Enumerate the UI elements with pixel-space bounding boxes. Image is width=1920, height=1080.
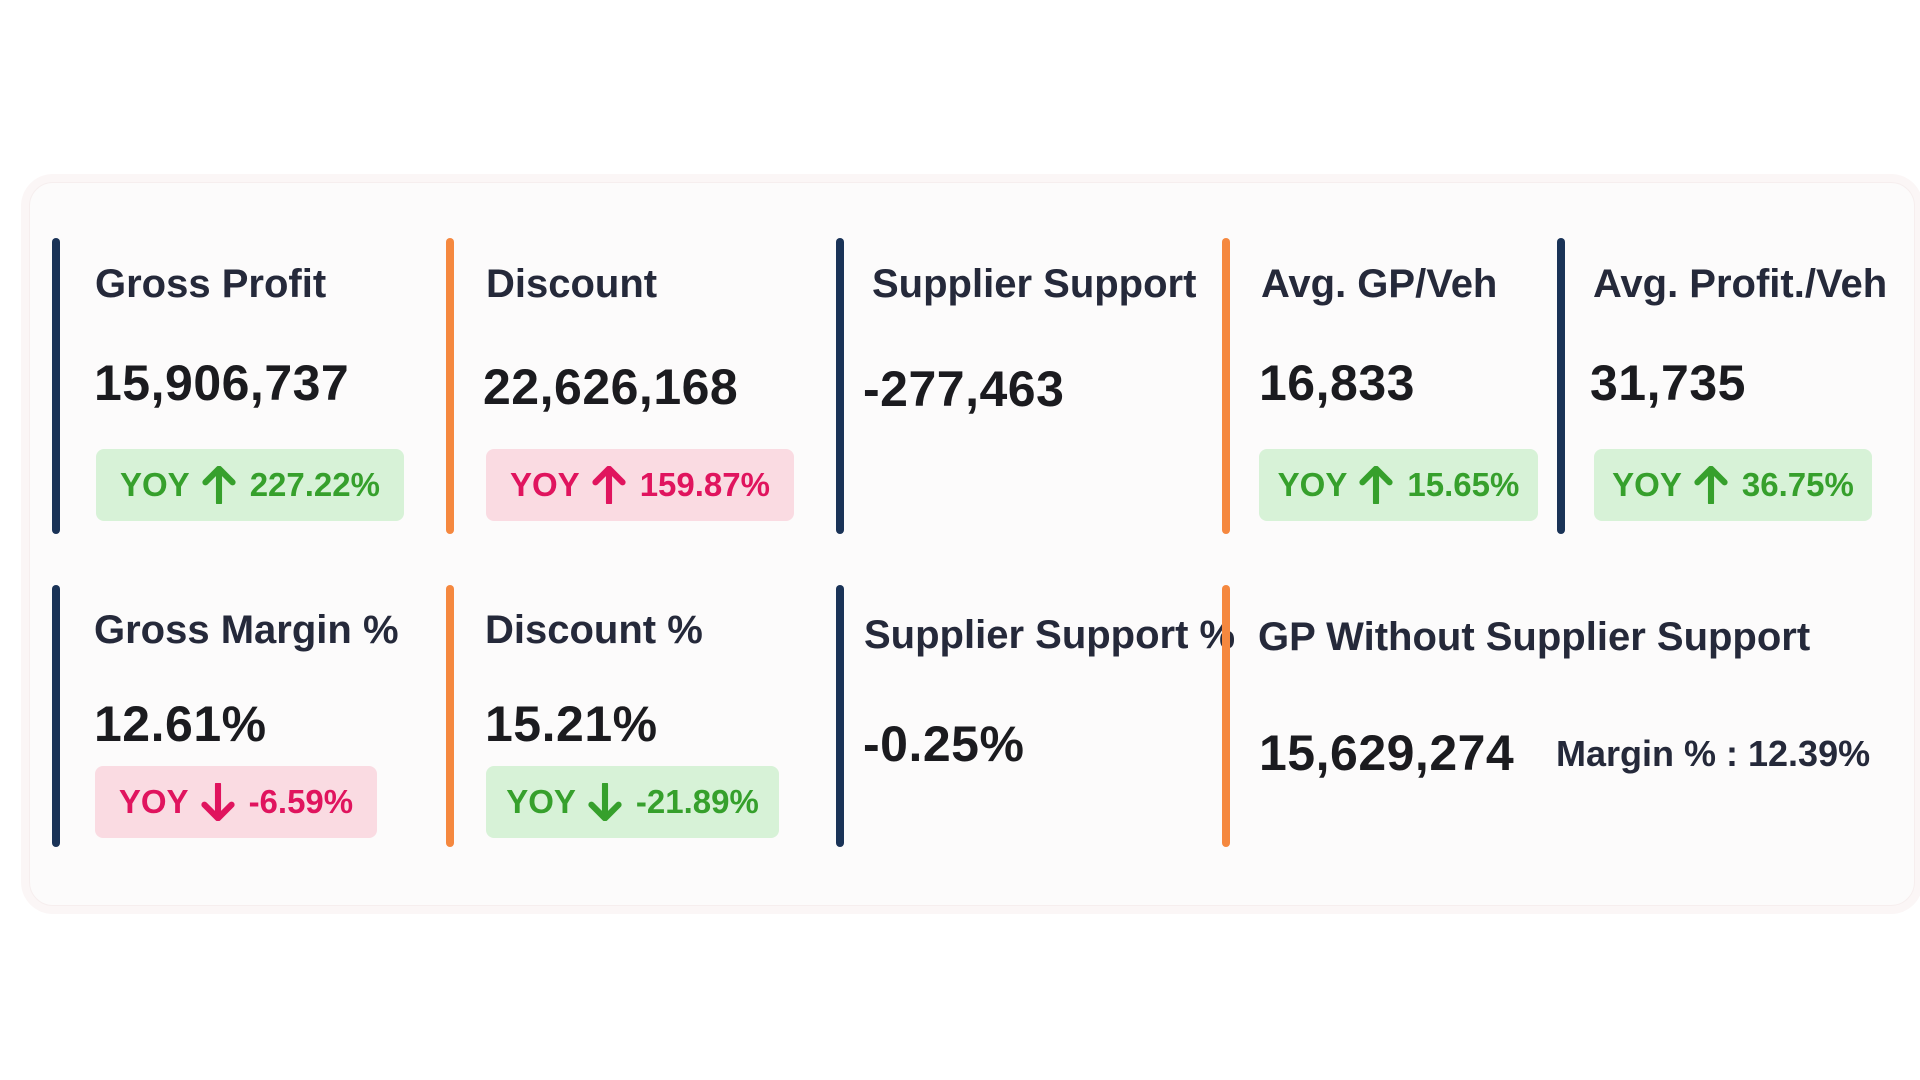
card-value: 15,629,274 bbox=[1259, 725, 1515, 781]
card-value: -277,463 bbox=[863, 361, 1065, 417]
yoy-badge: YOY 36.75% bbox=[1594, 449, 1872, 521]
yoy-badge: YOY 159.87% bbox=[486, 449, 794, 521]
card-value: 22,626,168 bbox=[483, 359, 739, 415]
yoy-badge: YOY 227.22% bbox=[96, 449, 404, 521]
yoy-label: YOY bbox=[118, 783, 189, 820]
yoy-value: 159.87% bbox=[639, 466, 770, 503]
accent-bar bbox=[1557, 238, 1565, 534]
yoy-badge: YOY 15.65% bbox=[1259, 449, 1538, 521]
accent-bar bbox=[836, 585, 844, 847]
accent-bar bbox=[836, 238, 844, 534]
arrow-up-icon bbox=[592, 466, 626, 504]
card-gross-margin-pct[interactable]: Gross Margin % 12.61% YOY -6.59% bbox=[52, 585, 432, 847]
card-gp-without-supplier-support[interactable]: GP Without Supplier Support 15,629,274 M… bbox=[1222, 585, 1902, 847]
accent-bar bbox=[1222, 585, 1230, 847]
card-value: -0.25% bbox=[863, 716, 1025, 772]
card-title: Supplier Support bbox=[872, 262, 1197, 306]
card-value: 15,906,737 bbox=[94, 355, 350, 411]
yoy-value: -21.89% bbox=[635, 783, 759, 820]
accent-bar bbox=[1222, 238, 1230, 534]
card-title: Avg. Profit./Veh bbox=[1593, 262, 1888, 306]
card-title: Supplier Support % bbox=[864, 613, 1236, 657]
accent-bar bbox=[52, 585, 60, 847]
accent-bar bbox=[446, 585, 454, 847]
yoy-label: YOY bbox=[120, 466, 190, 503]
accent-bar bbox=[52, 238, 60, 534]
accent-bar bbox=[446, 238, 454, 534]
arrow-up-icon bbox=[202, 466, 236, 504]
card-gross-profit[interactable]: Gross Profit 15,906,737 YOY 227.22% bbox=[52, 238, 432, 534]
card-avg-gp-veh[interactable]: Avg. GP/Veh 16,833 YOY 15.65% bbox=[1222, 238, 1542, 534]
card-title: Gross Margin % bbox=[94, 608, 399, 652]
card-discount-pct[interactable]: Discount % 15.21% YOY -21.89% bbox=[446, 585, 826, 847]
margin-text: Margin % : 12.39% bbox=[1556, 733, 1871, 774]
arrow-up-icon bbox=[1359, 466, 1393, 504]
yoy-value: -6.59% bbox=[248, 783, 354, 820]
arrow-up-icon bbox=[1694, 466, 1728, 504]
card-supplier-support-pct[interactable]: Supplier Support % -0.25% bbox=[836, 585, 1235, 847]
card-title: Discount % bbox=[485, 608, 703, 652]
card-discount[interactable]: Discount 22,626,168 YOY 159.87% bbox=[446, 238, 826, 534]
arrow-down-icon bbox=[200, 783, 235, 821]
card-value: 31,735 bbox=[1590, 355, 1746, 411]
yoy-value: 227.22% bbox=[249, 466, 380, 503]
card-title: Discount bbox=[486, 262, 658, 306]
arrow-down-icon bbox=[588, 783, 622, 821]
card-title: Avg. GP/Veh bbox=[1261, 262, 1498, 306]
card-supplier-support[interactable]: Supplier Support -277,463 bbox=[836, 238, 1216, 534]
yoy-label: YOY bbox=[1612, 466, 1682, 503]
yoy-label: YOY bbox=[506, 783, 576, 820]
card-title: GP Without Supplier Support bbox=[1258, 615, 1811, 659]
yoy-label: YOY bbox=[1277, 466, 1348, 503]
card-value: 16,833 bbox=[1259, 355, 1415, 411]
card-avg-profit-veh[interactable]: Avg. Profit./Veh 31,735 YOY 36.75% bbox=[1557, 238, 1897, 534]
card-title: Gross Profit bbox=[95, 262, 327, 306]
yoy-badge: YOY -6.59% bbox=[95, 766, 377, 838]
card-value: 15.21% bbox=[485, 696, 658, 752]
card-value: 12.61% bbox=[94, 696, 267, 752]
yoy-value: 15.65% bbox=[1407, 466, 1520, 503]
yoy-label: YOY bbox=[510, 466, 580, 503]
yoy-badge: YOY -21.89% bbox=[486, 766, 779, 838]
yoy-value: 36.75% bbox=[1741, 466, 1854, 503]
